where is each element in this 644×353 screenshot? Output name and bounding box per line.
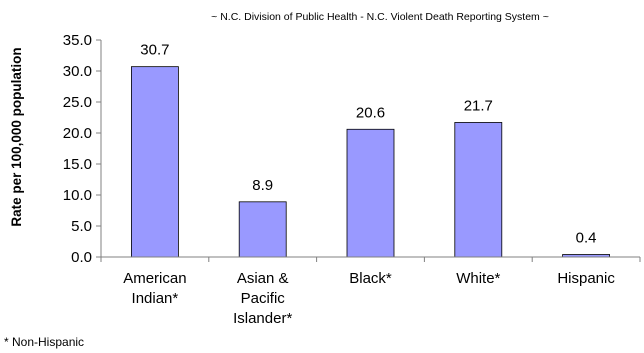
bar-0 (130, 66, 179, 258)
y-ticks: 0.0 5.0 10.0 15.0 20.0 25.0 30.0 35.0 (63, 32, 101, 266)
y-tick-label: 0.0 (71, 249, 92, 266)
x-tick-label-line: Pacific (241, 290, 286, 307)
y-tick-label: 10.0 (63, 187, 92, 204)
y-tick-label: 15.0 (63, 156, 92, 173)
data-labels: 30.7 8.9 20.6 21.7 0.4 (140, 42, 596, 247)
y-tick-label: 5.0 (71, 218, 92, 235)
x-tick-label-line: Indian* (132, 290, 179, 307)
x-tick-label-line: Hispanic (557, 270, 615, 287)
data-label-2: 20.6 (356, 104, 385, 121)
data-label-0: 30.7 (140, 42, 169, 59)
x-tick-label-0: American Indian* (123, 270, 186, 307)
data-label-3: 21.7 (464, 97, 493, 114)
y-axis-label: Rate per 100,000 population (9, 47, 24, 226)
chart-subtitle: ~ N.C. Division of Public Health - N.C. … (211, 11, 549, 23)
bars (130, 66, 610, 258)
x-tick-label-2: Black* (349, 270, 392, 287)
x-ticks: American Indian* Asian & Pacific Islander* Bl… (100, 257, 641, 327)
y-tick-label: 35.0 (63, 32, 92, 49)
bar-3 (454, 122, 503, 258)
x-tick-label-line: Black* (349, 270, 392, 287)
y-tick-label: 25.0 (63, 94, 92, 111)
footnote: * Non-Hispanic (4, 335, 84, 349)
x-tick-label-line: American (123, 270, 186, 287)
data-label-4: 0.4 (576, 230, 597, 247)
y-tick-label: 30.0 (63, 63, 92, 80)
x-tick-label-3: White* (456, 270, 500, 287)
x-tick-label-line: White* (456, 270, 500, 287)
y-tick-label: 20.0 (63, 125, 92, 142)
x-tick-label-line: Asian & (237, 270, 289, 287)
x-tick-label-line: Islander* (233, 310, 292, 327)
bar-2 (346, 128, 395, 258)
bar-1 (238, 201, 287, 258)
x-tick-label-4: Hispanic (557, 270, 615, 287)
data-label-1: 8.9 (252, 177, 273, 194)
x-tick-label-1: Asian & Pacific Islander* (233, 270, 292, 327)
